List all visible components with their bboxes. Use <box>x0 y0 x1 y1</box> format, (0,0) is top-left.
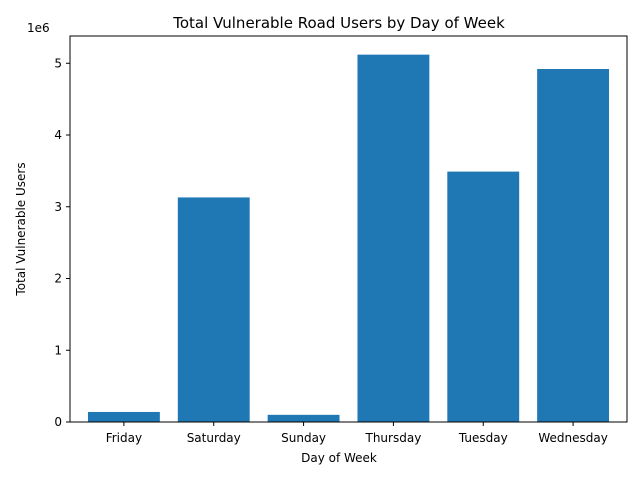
x-tick-label: Tuesday <box>458 431 508 445</box>
y-axis-label: Total Vulnerable Users <box>14 162 28 296</box>
y-tick-label: 4 <box>54 128 62 142</box>
bar-sunday <box>267 414 340 422</box>
y-tick-label: 0 <box>54 415 62 429</box>
x-axis-label: Day of Week <box>301 451 377 465</box>
x-tick-label: Thursday <box>365 431 422 445</box>
plot-frame <box>69 35 628 423</box>
y-axis-ticks: 0 1 2 3 4 5 <box>54 56 70 429</box>
x-tick-label: Wednesday <box>538 431 607 445</box>
y-tick-label: 2 <box>54 272 62 286</box>
bar-thursday <box>357 54 430 423</box>
y-tick-label: 5 <box>54 56 62 70</box>
x-tick-label: Friday <box>106 431 142 445</box>
y-tick-label: 1 <box>54 343 62 357</box>
bar-wednesday <box>537 69 610 422</box>
y-tick-label: 3 <box>54 200 62 214</box>
y-axis-offset-label: 1e6 <box>27 21 50 35</box>
bars-group <box>87 54 610 423</box>
x-tick-label: Sunday <box>281 431 326 445</box>
bar-friday <box>87 411 160 422</box>
bar-tuesday <box>447 171 520 422</box>
x-axis-ticks: Friday Saturday Sunday Thursday Tuesday Wedne… <box>106 422 608 445</box>
x-tick-label: Saturday <box>187 431 241 445</box>
chart-title: Total Vulnerable Road Users by Day of We… <box>172 14 505 32</box>
bar-saturday <box>177 197 250 422</box>
